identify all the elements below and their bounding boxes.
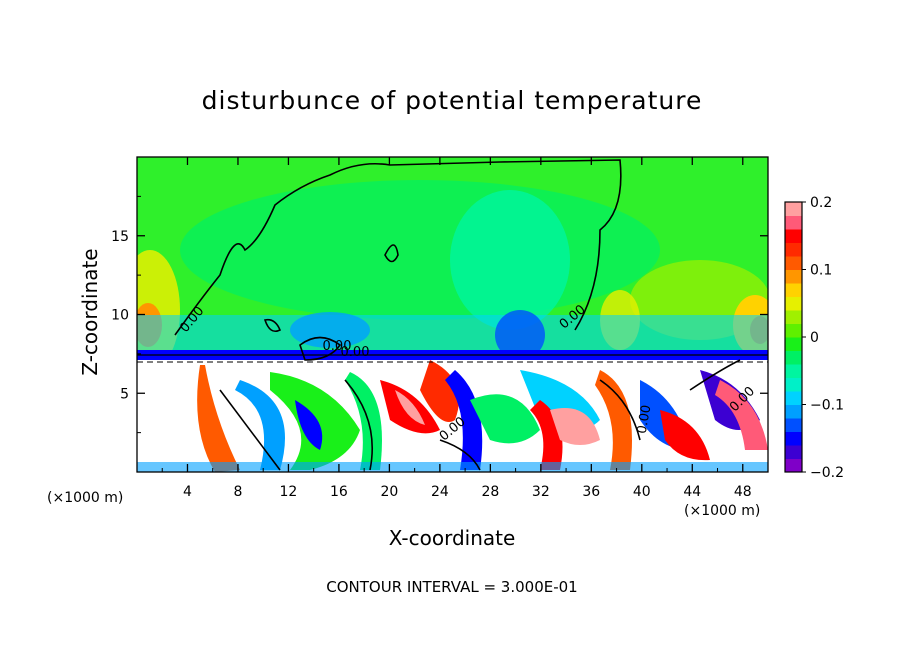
colorbar-swatch	[785, 378, 802, 392]
colorbar-swatch	[785, 337, 802, 351]
x-tick-label: 44	[683, 484, 701, 500]
colorbar-swatch	[785, 310, 802, 324]
colorbar-swatch	[785, 324, 802, 338]
contour-label: 0.00	[341, 345, 370, 360]
x-axis-units-right: (×1000 m)	[684, 503, 760, 519]
x-tick-label: 16	[330, 484, 348, 500]
x-tick-label: 8	[233, 484, 242, 500]
colorbar-swatch	[785, 283, 802, 297]
y-tick-label: 10	[111, 308, 129, 324]
x-tick-label: 48	[734, 484, 752, 500]
colorbar-swatch	[785, 297, 802, 311]
colorbar-swatch	[785, 445, 802, 459]
x-tick-label: 20	[380, 484, 398, 500]
x-tick-label: 36	[582, 484, 600, 500]
y-axis-label: Z-coordinate	[78, 212, 102, 412]
colorbar-swatch	[785, 459, 802, 473]
colorbar-tick-label: 0.1	[810, 263, 832, 279]
colorbar-swatch	[785, 256, 802, 270]
colorbar-swatch	[785, 243, 802, 257]
colorbar-swatch	[785, 432, 802, 446]
colorbar-swatch	[785, 229, 802, 243]
colorbar-swatch	[785, 418, 802, 432]
x-axis-label: X-coordinate	[300, 526, 604, 550]
x-tick-label: 12	[280, 484, 298, 500]
colorbar-swatch	[785, 391, 802, 405]
colorbar-swatch	[785, 202, 802, 216]
colorbar-tick-label: 0	[810, 330, 819, 346]
colorbar-tick-label: −0.2	[810, 465, 844, 481]
x-axis-units-left: (×1000 m)	[47, 490, 123, 506]
x-tick-label: 28	[481, 484, 499, 500]
x-tick-label: 40	[633, 484, 651, 500]
x-tick-label: 32	[532, 484, 550, 500]
colorbar-swatch	[785, 270, 802, 284]
colorbar-swatch	[785, 364, 802, 378]
colorbar-swatch	[785, 405, 802, 419]
colorbar	[785, 202, 802, 473]
x-tick-label: 24	[431, 484, 449, 500]
colorbar-swatch	[785, 351, 802, 365]
colorbar-ticks: 0.2 0.1 0 −0.1 −0.2	[802, 195, 844, 481]
chart-svg: 4 8 12 16 20 24 28 32 36 40 44 48 51015 0.000.000.0…	[0, 0, 904, 654]
colorbar-tick-label: 0.2	[810, 195, 832, 211]
contour-interval-text: CONTOUR INTERVAL = 3.000E-01	[0, 578, 904, 596]
y-tick-label: 5	[120, 386, 129, 402]
y-tick-label: 15	[111, 229, 129, 245]
x-tick-label: 4	[183, 484, 192, 500]
colorbar-tick-label: −0.1	[810, 398, 844, 414]
colorbar-swatch	[785, 216, 802, 230]
